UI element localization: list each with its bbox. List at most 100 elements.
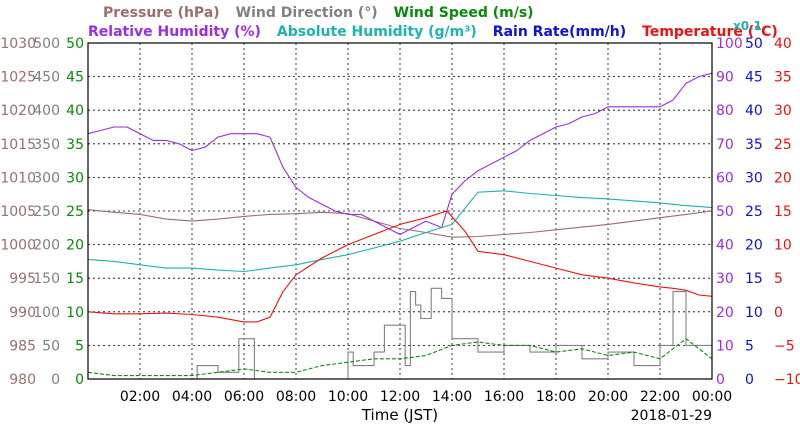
y-tick-pressure: 995 <box>9 271 36 287</box>
y-tick-temperature: −10 <box>774 372 800 388</box>
y-tick-pressure: 1000 <box>0 238 36 254</box>
y-tick-temperature: 25 <box>774 137 792 153</box>
plot-frame <box>87 42 713 380</box>
legend-relative_humidity: Relative Humidity (%) <box>88 24 261 40</box>
x-tick-label: 06:00 <box>224 389 264 405</box>
y-tick-relative_humidity: 60 <box>716 170 734 186</box>
x-tick-label: 04:00 <box>172 389 212 405</box>
x-tick-label: 08:00 <box>276 389 316 405</box>
legend-row2: Relative Humidity (%) Absolute Humidity (… <box>88 24 778 40</box>
y-tick-wind_direction: 200 <box>33 238 60 254</box>
y-tick-temperature: 30 <box>774 103 792 119</box>
y-tick-wind_speed: 5 <box>75 338 84 354</box>
y-tick-temperature: 10 <box>774 238 792 254</box>
y-tick-temperature: 40 <box>774 36 792 52</box>
y-tick-pressure: 1020 <box>0 103 36 119</box>
y-tick-rain_rate: 30 <box>745 170 763 186</box>
legend-wind_speed: Wind Speed (m/s) <box>394 5 534 21</box>
y-tick-temperature: 20 <box>774 170 792 186</box>
y-tick-wind_direction: 50 <box>42 338 60 354</box>
y-tick-pressure: 1015 <box>0 137 36 153</box>
y-tick-wind_speed: 0 <box>75 372 84 388</box>
left-axes: 9809859909951000100510101015102010251030… <box>0 36 84 388</box>
y-tick-relative_humidity: 70 <box>716 137 734 153</box>
y-tick-rain_rate: 25 <box>745 204 763 220</box>
y-tick-rain_rate: 45 <box>745 70 763 86</box>
y-tick-pressure: 990 <box>9 305 36 321</box>
y-tick-relative_humidity: 30 <box>716 271 734 287</box>
y-tick-relative_humidity: 50 <box>716 204 734 220</box>
x-tick-label: 16:00 <box>484 389 524 405</box>
y-tick-temperature: 35 <box>774 70 792 86</box>
legend-pressure: Pressure (hPa) <box>103 5 220 21</box>
y-tick-rain_rate: 0 <box>745 372 754 388</box>
y-tick-wind_speed: 50 <box>66 36 84 52</box>
x-axis-ticks: 02:00 04:00 06:00 08:00 10:00 12:00 14:00 16:00… <box>120 389 732 405</box>
series-absolute-humidity-g-m <box>87 190 713 273</box>
y-tick-wind_direction: 250 <box>33 204 60 220</box>
y-tick-wind_direction: 450 <box>33 70 60 86</box>
x-tick-label: 10:00 <box>328 389 368 405</box>
rain-multiplier-label: x0.1 <box>733 19 762 33</box>
y-tick-relative_humidity: 90 <box>716 70 734 86</box>
y-tick-temperature: 5 <box>774 271 783 287</box>
series-temperature-c <box>87 210 713 323</box>
y-tick-wind_speed: 35 <box>66 137 84 153</box>
right-axes: 0102030405060708090100051015202530354045… <box>716 36 800 388</box>
y-tick-rain_rate: 10 <box>745 305 763 321</box>
legend-absolute_humidity: Absolute Humidity (g/m³) <box>277 24 477 40</box>
y-tick-wind_direction: 500 <box>33 36 60 52</box>
y-tick-wind_direction: 300 <box>33 170 60 186</box>
y-tick-temperature: 15 <box>774 204 792 220</box>
x-tick-label: 14:00 <box>432 389 472 405</box>
x-axis-label: Time (JST) <box>361 406 438 424</box>
y-tick-pressure: 985 <box>9 338 36 354</box>
x-tick-label: 00:00 <box>692 389 732 405</box>
y-tick-rain_rate: 15 <box>745 271 763 287</box>
series-relative-humidity <box>87 72 713 236</box>
y-tick-rain_rate: 50 <box>745 36 763 52</box>
y-tick-wind_speed: 45 <box>66 70 84 86</box>
y-tick-wind_speed: 40 <box>66 103 84 119</box>
y-tick-rain_rate: 35 <box>745 137 763 153</box>
y-tick-pressure: 1010 <box>0 170 36 186</box>
y-tick-pressure: 1030 <box>0 36 36 52</box>
y-tick-rain_rate: 20 <box>745 238 763 254</box>
y-tick-wind_speed: 30 <box>66 170 84 186</box>
y-tick-temperature: 0 <box>774 305 783 321</box>
grid <box>88 43 712 379</box>
y-tick-relative_humidity: 40 <box>716 238 734 254</box>
y-tick-relative_humidity: 80 <box>716 103 734 119</box>
y-tick-pressure: 1005 <box>0 204 36 220</box>
legend-row1: Pressure (hPa) Wind Direction (°) Wind Spe… <box>103 5 534 21</box>
legend-rain_rate: Rain Rate(mm/h) <box>493 24 626 40</box>
y-tick-wind_direction: 350 <box>33 137 60 153</box>
y-tick-relative_humidity: 0 <box>716 372 725 388</box>
y-tick-rain_rate: 5 <box>745 338 754 354</box>
x-tick-label: 20:00 <box>588 389 628 405</box>
y-tick-wind_direction: 100 <box>33 305 60 321</box>
x-tick-label: 02:00 <box>120 389 160 405</box>
y-tick-wind_direction: 0 <box>51 372 60 388</box>
y-tick-relative_humidity: 100 <box>716 36 743 52</box>
y-tick-pressure: 980 <box>9 372 36 388</box>
y-tick-wind_direction: 150 <box>33 271 60 287</box>
y-tick-wind_speed: 25 <box>66 204 84 220</box>
y-tick-rain_rate: 40 <box>745 103 763 119</box>
y-tick-pressure: 1025 <box>0 70 36 86</box>
y-tick-relative_humidity: 10 <box>716 338 734 354</box>
x-tick-label: 22:00 <box>640 389 680 405</box>
y-tick-temperature: −5 <box>774 338 795 354</box>
y-tick-wind_direction: 400 <box>33 103 60 119</box>
x-tick-label: 18:00 <box>536 389 576 405</box>
legend-wind_direction: Wind Direction (°) <box>236 5 378 21</box>
legend-temperature: Temperature (°C) <box>642 24 778 40</box>
y-tick-wind_speed: 15 <box>66 271 84 287</box>
y-tick-relative_humidity: 20 <box>716 305 734 321</box>
date-label: 2018-01-29 <box>631 408 712 424</box>
series-wind-speed-m-s <box>87 338 713 377</box>
y-tick-wind_speed: 10 <box>66 305 84 321</box>
x-tick-label: 12:00 <box>380 389 420 405</box>
